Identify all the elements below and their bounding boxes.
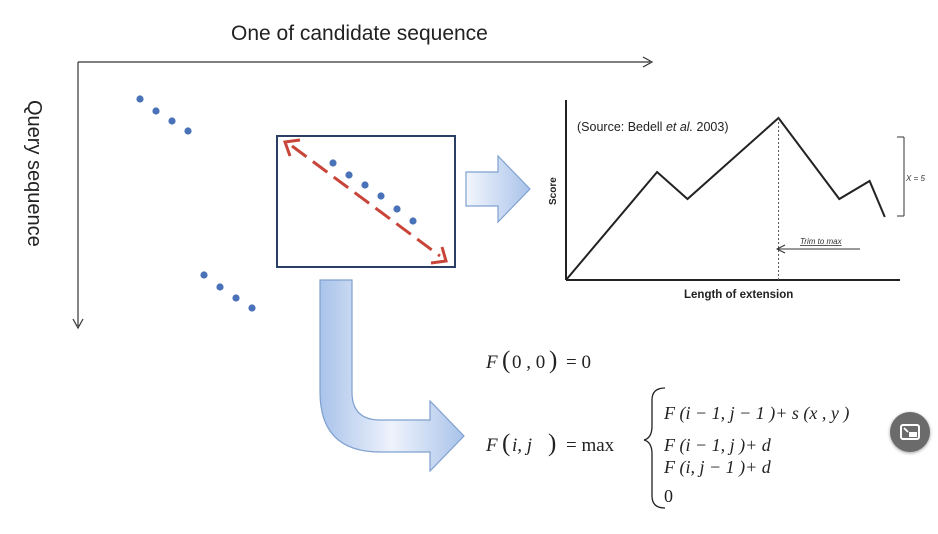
- recurrence-eq-max: = max: [566, 435, 615, 456]
- source-citation: (Source: Bedell et al. 2003): [577, 120, 729, 134]
- trim-to-max-label: Trim to max: [800, 237, 843, 246]
- base-case-args: 0 , 0: [512, 352, 545, 373]
- block-arrow-curved: [319, 279, 465, 473]
- block-arrow-right: [465, 154, 531, 224]
- picture-in-picture-button[interactable]: [890, 412, 930, 452]
- base-case-F: F: [485, 352, 498, 373]
- case-3: F (i, j − 1 )+ d: [663, 457, 772, 478]
- trim-arrow: [775, 244, 860, 254]
- base-case-rhs: = 0: [566, 352, 591, 373]
- dot-run-lower-left: [200, 271, 256, 312]
- x-drop-bracket: [897, 136, 905, 217]
- case-4: 0: [664, 486, 673, 506]
- inset-chart: (Source: Bedell et al. 2003) Score Lengt…: [548, 100, 925, 301]
- x-drop-annotation: X = 5: [905, 174, 925, 183]
- svg-text:): ): [548, 430, 556, 457]
- cases-brace: [643, 387, 666, 509]
- query-sequence-label: Query sequence: [23, 100, 45, 247]
- picture-in-picture-icon: [900, 424, 920, 440]
- length-axis-label: Length of extension: [684, 289, 793, 301]
- case-2: F (i − 1, j )+ d: [663, 435, 772, 456]
- candidate-sequence-label: One of candidate sequence: [231, 22, 488, 45]
- svg-text:(: (: [502, 347, 510, 374]
- svg-text:(: (: [502, 430, 510, 457]
- recurrence-formulas: F ( 0 , 0 ) = 0 F ( i, j ) = max F (i − …: [485, 347, 849, 509]
- case-1: F (i − 1, j − 1 )+ s (x , y ): [663, 403, 849, 424]
- dot-run-upper-left: [136, 95, 192, 135]
- recurrence-args: i, j: [512, 435, 532, 456]
- score-axis-label: Score: [548, 177, 559, 205]
- extension-box: [276, 135, 456, 268]
- dot-plot-axes: [72, 56, 654, 330]
- recurrence-F: F: [485, 435, 498, 456]
- svg-text:): ): [549, 347, 557, 374]
